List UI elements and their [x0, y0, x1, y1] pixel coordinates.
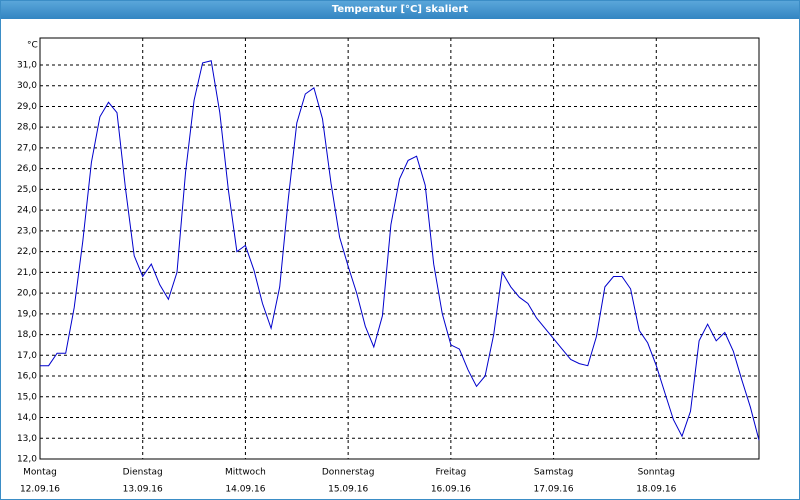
- y-tick-label: 12,0: [17, 455, 37, 465]
- x-tick-label: Dienstag: [123, 468, 163, 478]
- y-tick-label: 20,0: [17, 289, 37, 299]
- y-tick-label: 30,0: [17, 81, 37, 91]
- x-tick-date: 16.09.16: [431, 485, 471, 495]
- y-tick-label: 22,0: [17, 247, 37, 257]
- y-tick-label: 13,0: [17, 434, 37, 444]
- x-tick-date: 13.09.16: [123, 485, 163, 495]
- x-tick-label: Mittwoch: [225, 468, 266, 478]
- window-title: Temperatur [°C] skaliert: [1, 1, 799, 19]
- x-tick-label: Samstag: [534, 468, 573, 478]
- x-tick-date: 15.09.16: [328, 485, 368, 495]
- y-tick-label: 15,0: [17, 392, 37, 402]
- y-tick-label: 27,0: [17, 143, 37, 153]
- y-tick-label: 26,0: [17, 164, 37, 174]
- y-tick-label: 28,0: [17, 123, 37, 133]
- x-tick-label: Montag: [23, 468, 57, 478]
- y-tick-label: 16,0: [17, 372, 37, 382]
- x-tick-label: Sonntag: [638, 468, 675, 478]
- y-tick-label: 31,0: [17, 60, 37, 70]
- y-tick-label: 25,0: [17, 185, 37, 195]
- x-tick-date: 17.09.16: [534, 485, 574, 495]
- y-tick-label: 29,0: [17, 102, 37, 112]
- plot-frame: [39, 37, 760, 460]
- x-tick-label: Freitag: [435, 468, 466, 478]
- temperature-line: [40, 60, 760, 441]
- y-tick-label: 23,0: [17, 226, 37, 236]
- x-tick-date: 18.09.16: [636, 485, 676, 495]
- x-tick-date: 12.09.16: [20, 485, 60, 495]
- x-tick-date: 14.09.16: [225, 485, 265, 495]
- y-tick-label: 18,0: [17, 330, 37, 340]
- y-tick-label: 14,0: [17, 413, 37, 423]
- y-tick-label: 24,0: [17, 206, 37, 216]
- y-tick-label: 19,0: [17, 309, 37, 319]
- y-unit: °C: [27, 41, 38, 51]
- y-tick-label: 21,0: [17, 268, 37, 278]
- x-tick-label: Donnerstag: [322, 468, 375, 478]
- y-tick-label: 17,0: [17, 351, 37, 361]
